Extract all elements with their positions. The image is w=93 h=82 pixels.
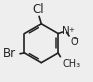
Text: Br: Br [3,47,16,60]
Text: N: N [62,26,69,36]
Text: −: − [73,36,78,42]
Text: Cl: Cl [33,3,44,16]
Text: CH₃: CH₃ [62,59,80,69]
Text: +: + [69,27,74,33]
Text: O: O [70,37,78,47]
